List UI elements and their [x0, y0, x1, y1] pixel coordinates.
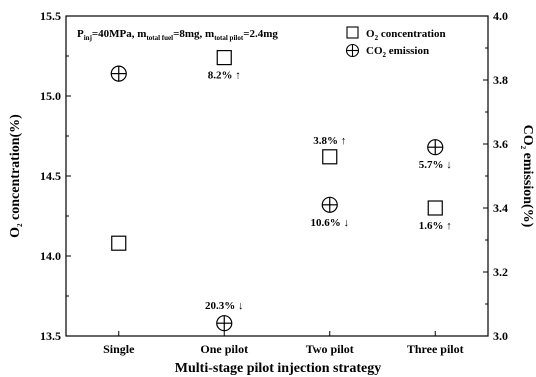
o2-point [322, 149, 338, 165]
o2-change-label: 3.8% ↑ [313, 135, 346, 147]
o2-change-label: 1.6% ↑ [419, 220, 452, 232]
co2-point [216, 315, 233, 332]
y-right-tick-label: 3.2 [493, 265, 508, 279]
y-right-tick-label: 3.0 [493, 329, 508, 343]
y-right-tick-label: 3.6 [493, 137, 508, 151]
legend-entry-co2: CO2 emission [366, 45, 429, 59]
data-marks [110, 49, 444, 332]
data-labels: 8.2% ↑ 3.8% ↑ 1.6% ↑ 20.3% ↓ 10.6% ↓ 5.7% ↓ [205, 70, 452, 313]
legend-marker-o2 [346, 26, 359, 39]
y-right-tick-label: 3.8 [493, 73, 508, 87]
left-axis-ticks: 13.5 14.0 14.5 15.0 15.5 [40, 9, 71, 343]
x-tick-label: Single [103, 342, 135, 356]
o2-point [111, 235, 127, 251]
co2-change-label: 20.3% ↓ [205, 300, 244, 312]
o2-change-label: 8.2% ↑ [208, 70, 241, 82]
x-tick-label: Two pilot [306, 342, 354, 356]
y-right-axis-label: CO2 emission(%) [519, 125, 535, 228]
y-left-tick-label: 15.5 [40, 9, 61, 23]
co2-point [321, 196, 338, 213]
y-right-tick-label: 3.4 [493, 201, 508, 215]
y-left-tick-label: 14.5 [40, 169, 61, 183]
legend-marker-co2 [345, 43, 360, 58]
co2-point [427, 139, 444, 156]
plot-border [65, 15, 489, 337]
co2-change-label: 5.7% ↓ [419, 159, 452, 171]
co2-change-label: 10.6% ↓ [311, 217, 350, 229]
right-axis-ticks: 3.0 3.2 3.4 3.6 3.8 4.0 [483, 9, 508, 343]
x-tick-label: One pilot [200, 342, 248, 356]
co2-point [110, 65, 127, 82]
y-left-tick-label: 14.0 [40, 249, 61, 263]
x-axis-label: Multi-stage pilot injection strategy [175, 361, 381, 376]
y-left-tick-label: 13.5 [40, 329, 61, 343]
x-tick-label: Three pilot [407, 342, 464, 356]
y-left-tick-label: 15.0 [40, 89, 61, 103]
y-left-axis-label: O2 concentration(%) [8, 114, 24, 238]
o2-point [427, 200, 443, 216]
plot-frame [65, 15, 489, 337]
x-axis-ticks: Single One pilot Two pilot Three pilot [103, 331, 464, 356]
condition-text: Pinj=40MPa, mtotal fuel=8mg, mtotal pilo… [77, 28, 278, 42]
legend-entry-o2: O2 concentration [366, 28, 446, 42]
o2-point [216, 49, 232, 66]
legend: O2 concentration CO2 emission [345, 26, 446, 59]
y-right-tick-label: 4.0 [493, 9, 508, 23]
